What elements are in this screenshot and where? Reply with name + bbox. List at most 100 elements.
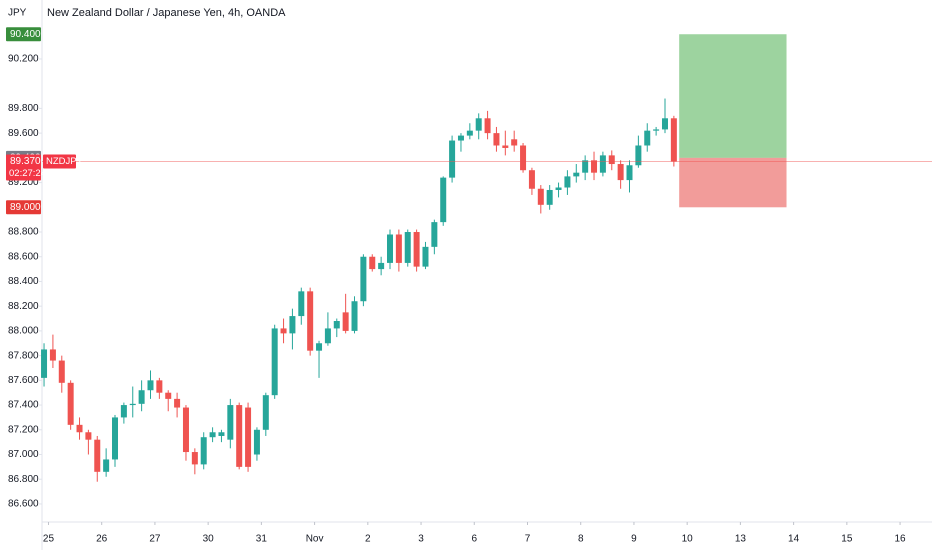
y-tick-label: 89.200 <box>8 177 39 188</box>
y-tick-label: 90.200 <box>8 54 39 65</box>
x-tick-label: 10 <box>682 534 694 545</box>
candle-body <box>413 232 420 267</box>
candle-body <box>298 291 305 317</box>
candle-body <box>289 316 296 334</box>
candle-body <box>307 291 314 351</box>
x-tick-label: Nov <box>306 534 324 545</box>
candle-body <box>528 170 535 189</box>
candle-body <box>520 145 527 171</box>
y-tick-label: 88.400 <box>8 276 39 287</box>
y-tick-label: 88.200 <box>8 301 39 312</box>
candle-body <box>582 160 589 173</box>
symbol-label: NZDJPY <box>46 156 84 167</box>
candle-body <box>591 160 598 173</box>
candle-body <box>49 349 56 361</box>
candle-body <box>76 424 83 433</box>
x-tick-label: 13 <box>735 534 747 545</box>
candle-body <box>41 349 48 378</box>
candle-body <box>245 407 252 467</box>
loss-zone <box>679 157 787 208</box>
candle-body <box>351 301 358 331</box>
candle-body <box>386 234 393 263</box>
x-tick-label: 2 <box>365 534 371 545</box>
candle-body <box>431 222 438 247</box>
candle-body <box>165 392 172 399</box>
y-tick-label: 89.600 <box>8 128 39 139</box>
candle-body <box>236 405 243 467</box>
candle-body <box>475 118 482 131</box>
candle-body <box>653 129 660 131</box>
candle-body <box>511 139 518 146</box>
target-label-box <box>6 27 41 42</box>
candle-body <box>537 188 544 205</box>
x-tick-label: 15 <box>841 534 853 545</box>
candle-body <box>324 328 331 344</box>
candle-body <box>635 145 642 166</box>
candle-body <box>147 380 154 391</box>
candle-body <box>661 118 668 130</box>
y-tick-label: 88.800 <box>8 227 39 238</box>
x-tick-label: 26 <box>96 534 108 545</box>
candle-body <box>626 165 633 181</box>
candle-body <box>67 382 74 425</box>
candle-body <box>280 328 287 334</box>
x-tick-label: 9 <box>631 534 637 545</box>
x-tick-label: 8 <box>578 534 584 545</box>
candle-body <box>85 432 92 440</box>
x-tick-label: 7 <box>525 534 531 545</box>
x-tick-label: 27 <box>149 534 161 545</box>
x-tick-label: 3 <box>418 534 424 545</box>
candle-body <box>644 130 651 146</box>
candle-body <box>608 155 615 165</box>
y-tick-label: 87.800 <box>8 350 39 361</box>
candle-body <box>262 395 269 430</box>
candle-body <box>484 118 491 134</box>
y-tick-label: 87.600 <box>8 375 39 386</box>
candle-body <box>404 232 411 263</box>
candle-body <box>378 262 385 270</box>
chart-title: New Zealand Dollar / Japanese Yen, 4h, O… <box>47 7 286 19</box>
candle-body <box>546 189 553 205</box>
candle-body <box>422 246 429 267</box>
candle-body <box>218 432 225 436</box>
x-tick-label: 30 <box>203 534 215 545</box>
candle-body <box>103 459 110 472</box>
candle-body <box>457 135 464 141</box>
candle-body <box>253 429 260 455</box>
profit-zone <box>679 34 787 158</box>
candle-body <box>573 172 580 177</box>
candle-body <box>440 177 447 223</box>
candle-body <box>502 145 509 148</box>
candle-body <box>129 403 136 406</box>
candle-body <box>493 133 500 146</box>
candle-body <box>271 328 278 396</box>
countdown: 02:27:24 <box>9 168 46 179</box>
candle-body <box>209 432 216 438</box>
y-tick-label: 87.000 <box>8 449 39 460</box>
candle-body <box>191 452 198 465</box>
x-tick-label: 14 <box>788 534 800 545</box>
symbol-box <box>43 154 76 169</box>
candle-body <box>670 118 677 162</box>
stop-label-box <box>6 200 41 215</box>
candle-body <box>316 343 323 351</box>
candle-body <box>449 140 456 178</box>
x-tick-label: 16 <box>895 534 907 545</box>
y-tick-label: 87.200 <box>8 424 39 435</box>
candle-body <box>342 312 349 331</box>
candle-body <box>182 407 189 453</box>
candle-body <box>395 234 402 263</box>
candle-body <box>94 439 101 472</box>
y-tick-label: 86.600 <box>8 499 39 510</box>
y-tick-label: 88.000 <box>8 326 39 337</box>
candle-body <box>174 398 181 408</box>
candle-body <box>555 187 562 190</box>
candle-body <box>617 164 624 181</box>
x-tick-label: 25 <box>43 534 55 545</box>
candle-body <box>200 437 207 465</box>
candle-body <box>156 380 163 393</box>
last-price-label: 89.370 <box>10 156 41 167</box>
x-tick-label: 31 <box>256 534 268 545</box>
candle-body <box>333 321 340 329</box>
